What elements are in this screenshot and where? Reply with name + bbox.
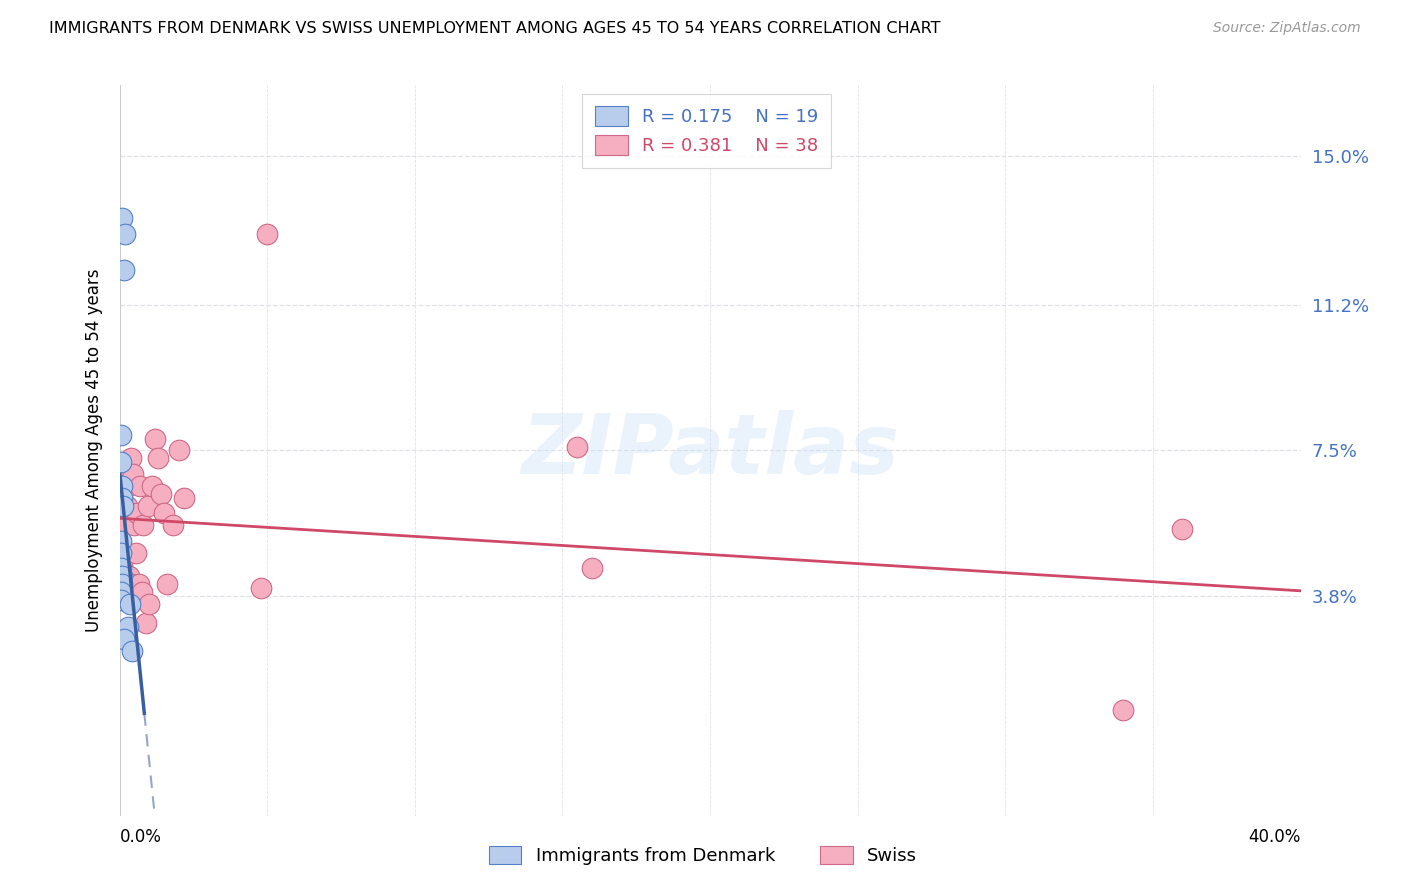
Point: [121, 467, 143, 481]
Point: [143, 432, 166, 446]
Point: [1112, 703, 1135, 717]
Point: [149, 486, 172, 500]
Point: [565, 440, 589, 454]
Point: [111, 518, 134, 533]
Text: 0.0%: 0.0%: [120, 828, 162, 846]
Point: [167, 443, 190, 458]
Point: [112, 262, 135, 277]
Legend: Immigrants from Denmark, Swiss: Immigrants from Denmark, Swiss: [482, 838, 924, 872]
Point: [117, 569, 139, 583]
Point: [114, 227, 136, 242]
Text: IMMIGRANTS FROM DENMARK VS SWISS UNEMPLOYMENT AMONG AGES 45 TO 54 YEARS CORRELAT: IMMIGRANTS FROM DENMARK VS SWISS UNEMPLO…: [49, 21, 941, 36]
Y-axis label: Unemployment Among Ages 45 to 54 years: Unemployment Among Ages 45 to 54 years: [84, 268, 103, 632]
Point: [110, 561, 132, 575]
Point: [112, 632, 135, 647]
Point: [127, 507, 149, 521]
Point: [111, 569, 134, 583]
Point: [581, 561, 603, 575]
Point: [153, 507, 174, 521]
Point: [125, 546, 148, 560]
Point: [120, 577, 142, 591]
Point: [138, 597, 160, 611]
Point: [136, 499, 159, 513]
Point: [146, 451, 169, 466]
Point: [110, 479, 132, 493]
Text: Source: ZipAtlas.com: Source: ZipAtlas.com: [1213, 21, 1361, 35]
Point: [110, 558, 132, 572]
Point: [110, 427, 132, 442]
Text: 40.0%: 40.0%: [1249, 828, 1301, 846]
Point: [135, 616, 157, 631]
Point: [124, 518, 146, 533]
Point: [114, 459, 136, 474]
Point: [118, 569, 141, 583]
Point: [110, 455, 132, 469]
Point: [111, 491, 134, 505]
Point: [141, 479, 163, 493]
Point: [256, 227, 278, 242]
Point: [114, 585, 136, 599]
Point: [121, 644, 143, 658]
Point: [111, 577, 134, 591]
Legend: R = 0.175    N = 19, R = 0.381    N = 38: R = 0.175 N = 19, R = 0.381 N = 38: [582, 94, 831, 168]
Point: [173, 491, 195, 505]
Point: [110, 533, 132, 548]
Point: [129, 479, 152, 493]
Point: [128, 577, 150, 591]
Point: [117, 479, 139, 493]
Point: [112, 546, 135, 560]
Point: [132, 518, 155, 533]
Point: [156, 577, 179, 591]
Point: [115, 499, 138, 513]
Point: [117, 620, 139, 634]
Point: [110, 538, 132, 552]
Point: [110, 585, 132, 599]
Point: [1171, 522, 1194, 536]
Point: [250, 581, 273, 595]
Point: [120, 451, 142, 466]
Point: [162, 518, 184, 533]
Point: [131, 585, 153, 599]
Point: [118, 597, 141, 611]
Point: [110, 593, 132, 607]
Point: [110, 546, 132, 560]
Text: ZIPatlas: ZIPatlas: [522, 410, 898, 491]
Point: [112, 499, 135, 513]
Point: [111, 211, 134, 226]
